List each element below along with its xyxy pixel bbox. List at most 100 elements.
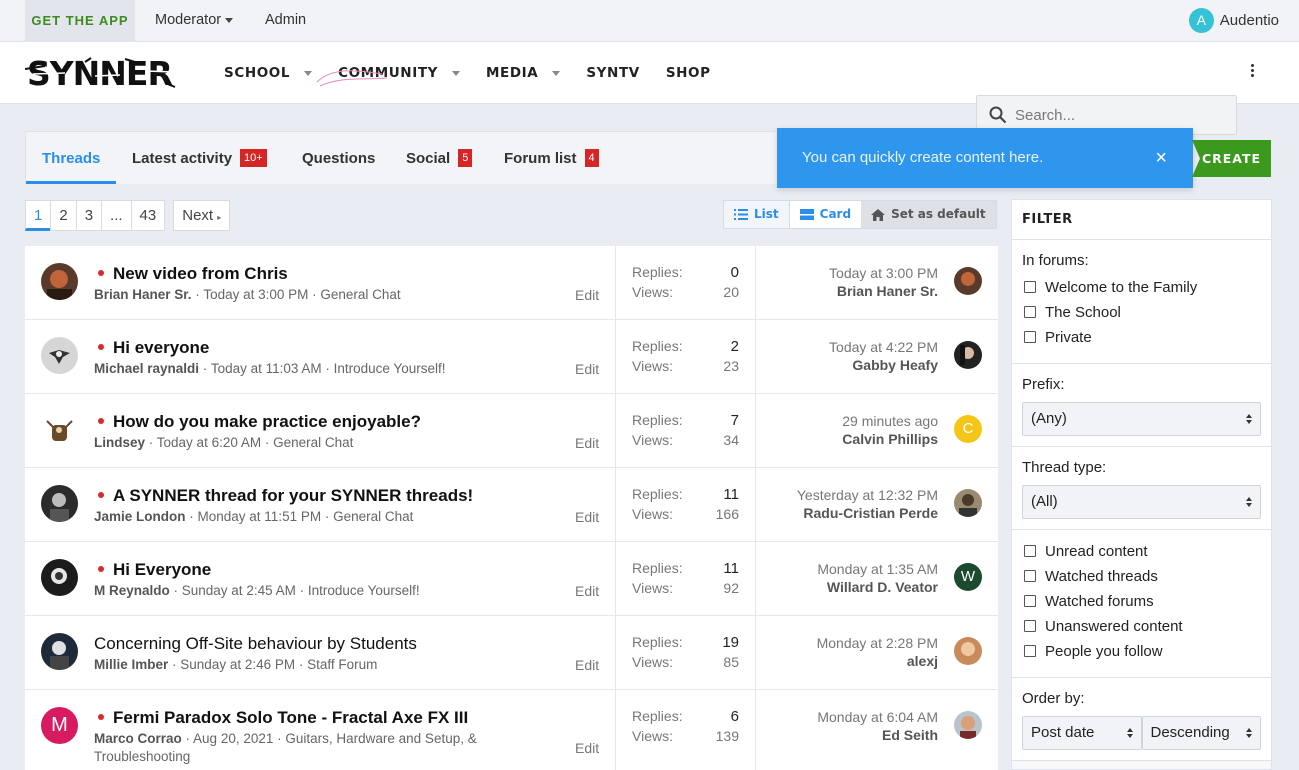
avatar[interactable] <box>41 485 78 522</box>
get-the-app-link[interactable]: GET THE APP <box>25 0 135 41</box>
tab-social[interactable]: Social 5 <box>406 132 473 184</box>
last-post-time[interactable]: Today at 4:22 PM <box>829 339 938 355</box>
thread-date[interactable]: Today at 6:20 AM <box>156 435 262 450</box>
thread-type-select[interactable]: (All) <box>1022 485 1261 519</box>
thread-forum[interactable]: Guitars, Hardware and Setup, & Troublesh… <box>94 731 477 764</box>
last-post-time[interactable]: 29 minutes ago <box>842 413 938 429</box>
table-row[interactable]: New video from Chris Brian Haner Sr. · T… <box>25 246 998 320</box>
people-follow-checkbox[interactable]: People you follow <box>1022 642 1261 660</box>
edit-button[interactable]: Edit <box>575 657 600 673</box>
thread-date[interactable]: Today at 11:03 AM <box>210 361 322 376</box>
thread-date[interactable]: Aug 20, 2021 <box>193 731 274 746</box>
avatar[interactable] <box>41 263 78 300</box>
nav-syntv[interactable]: SYNTV <box>586 65 639 81</box>
forum-checkbox[interactable]: Private <box>1022 328 1261 346</box>
forum-checkbox[interactable]: Welcome to the Family <box>1022 278 1261 296</box>
avatar[interactable] <box>954 489 982 517</box>
admin-link[interactable]: Admin <box>265 12 307 28</box>
thread-author[interactable]: M Reynaldo <box>94 583 170 598</box>
order-by-select[interactable]: Post date <box>1022 716 1142 750</box>
avatar[interactable] <box>954 637 982 665</box>
thread-forum[interactable]: General Chat <box>273 435 354 450</box>
avatar[interactable] <box>41 337 78 374</box>
thread-author[interactable]: Jamie London <box>94 509 186 524</box>
thread-date[interactable]: Sunday at 2:46 PM <box>180 657 296 672</box>
thread-title[interactable]: New video from Chris <box>94 264 288 284</box>
thread-title[interactable]: Fermi Paradox Solo Tone - Fractal Axe FX… <box>94 708 468 728</box>
last-post-time[interactable]: Monday at 1:35 AM <box>817 561 938 577</box>
table-row[interactable]: Concerning Off-Site behaviour by Student… <box>25 616 998 690</box>
card-view-button[interactable]: Card <box>788 201 862 228</box>
avatar[interactable] <box>954 711 982 739</box>
page-link[interactable]: 3 <box>75 200 103 231</box>
nav-media[interactable]: MEDIA <box>486 65 561 81</box>
moderator-menu[interactable]: Moderator <box>155 12 234 28</box>
avatar[interactable]: M <box>41 707 78 744</box>
thread-title[interactable]: A SYNNER thread for your SYNNER threads! <box>94 486 473 506</box>
last-post-time[interactable]: Monday at 6:04 AM <box>817 709 938 725</box>
last-post-user[interactable]: Brian Haner Sr. <box>836 283 938 299</box>
last-post-user[interactable]: Calvin Phillips <box>842 431 938 447</box>
thread-author[interactable]: Brian Haner Sr. <box>94 287 192 302</box>
avatar[interactable] <box>41 559 78 596</box>
thread-title[interactable]: How do you make practice enjoyable? <box>94 412 421 432</box>
user-menu[interactable]: A Audentio <box>1188 8 1279 33</box>
nav-community[interactable]: COMMUNITY <box>338 65 461 81</box>
last-post-time[interactable]: Monday at 2:28 PM <box>816 635 938 651</box>
thread-title[interactable]: Concerning Off-Site behaviour by Student… <box>94 634 417 654</box>
thread-date[interactable]: Sunday at 2:45 AM <box>181 583 296 598</box>
edit-button[interactable]: Edit <box>575 740 600 756</box>
page-link[interactable]: 1 <box>25 200 52 231</box>
forum-checkbox[interactable]: The School <box>1022 303 1261 321</box>
page-link[interactable]: 2 <box>50 200 77 231</box>
page-ellipsis[interactable]: ... <box>101 200 132 231</box>
thread-author[interactable]: Marco Corrao <box>94 731 182 746</box>
edit-button[interactable]: Edit <box>575 583 600 599</box>
edit-button[interactable]: Edit <box>575 509 600 525</box>
thread-author[interactable]: Lindsey <box>94 435 146 450</box>
nav-shop[interactable]: SHOP <box>666 65 711 81</box>
thread-forum[interactable]: Staff Forum <box>307 657 378 672</box>
last-post-user[interactable]: alexj <box>906 653 938 669</box>
thread-title[interactable]: Hi everyone <box>94 338 209 358</box>
list-view-button[interactable]: List <box>724 201 789 228</box>
nav-school[interactable]: SCHOOL <box>224 65 313 81</box>
thread-forum[interactable]: General Chat <box>320 287 401 302</box>
tab-threads[interactable]: Threads <box>26 132 117 184</box>
last-post-user[interactable]: Radu-Cristian Perde <box>803 505 938 521</box>
thread-forum[interactable]: Introduce Yourself! <box>333 361 446 376</box>
avatar[interactable] <box>41 411 78 448</box>
table-row[interactable]: A SYNNER thread for your SYNNER threads!… <box>25 468 998 542</box>
close-icon[interactable]: × <box>1155 147 1167 169</box>
avatar[interactable]: C <box>954 415 982 443</box>
last-post-user[interactable]: Gabby Heafy <box>852 357 938 373</box>
watched-threads-checkbox[interactable]: Watched threads <box>1022 567 1261 585</box>
thread-title[interactable]: Hi Everyone <box>94 560 211 580</box>
last-post-user[interactable]: Ed Seith <box>881 727 938 743</box>
table-row[interactable]: M Fermi Paradox Solo Tone - Fractal Axe … <box>25 690 998 770</box>
thread-date[interactable]: Monday at 11:51 PM <box>197 509 322 524</box>
thread-author[interactable]: Michael raynaldi <box>94 361 200 376</box>
table-row[interactable]: Hi everyone Michael raynaldi · Today at … <box>25 320 998 394</box>
more-menu-icon[interactable] <box>1250 64 1256 82</box>
avatar[interactable]: W <box>954 563 982 591</box>
watched-forums-checkbox[interactable]: Watched forums <box>1022 592 1261 610</box>
edit-button[interactable]: Edit <box>575 435 600 451</box>
direction-select[interactable]: Descending <box>1141 716 1261 750</box>
unanswered-checkbox[interactable]: Unanswered content <box>1022 617 1261 635</box>
unread-checkbox[interactable]: Unread content <box>1022 542 1261 560</box>
tab-latest-activity[interactable]: Latest activity 10+ <box>132 132 267 184</box>
prefix-select[interactable]: (Any) <box>1022 402 1261 436</box>
thread-forum[interactable]: Introduce Yourself! <box>307 583 420 598</box>
page-link[interactable]: 43 <box>130 200 166 231</box>
avatar[interactable] <box>954 341 982 369</box>
next-page-button[interactable]: Next ▸ <box>173 200 231 231</box>
avatar[interactable] <box>41 633 78 670</box>
set-default-button[interactable]: Set as default <box>861 201 996 228</box>
tab-forum-list[interactable]: Forum list 4 <box>504 132 599 184</box>
thread-date[interactable]: Today at 3:00 PM <box>203 287 309 302</box>
last-post-time[interactable]: Yesterday at 12:32 PM <box>796 487 938 503</box>
last-post-time[interactable]: Today at 3:00 PM <box>829 265 938 281</box>
tab-questions[interactable]: Questions <box>302 132 375 184</box>
thread-forum[interactable]: General Chat <box>333 509 414 524</box>
